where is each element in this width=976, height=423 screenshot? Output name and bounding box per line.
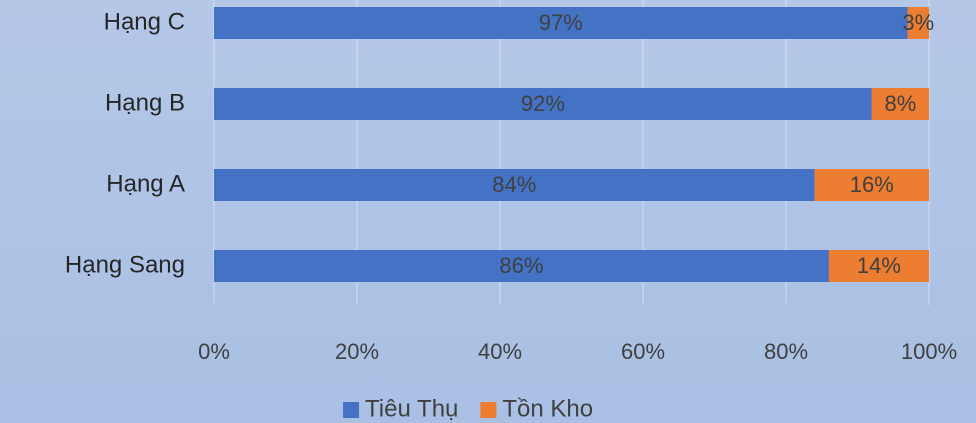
bar <box>907 7 929 39</box>
x-tick-label: 40% <box>478 339 522 364</box>
y-tick-label: Hạng C <box>104 8 185 35</box>
bar <box>871 88 929 120</box>
x-tick-label: 20% <box>335 339 379 364</box>
bar <box>214 250 829 282</box>
bar <box>214 169 815 201</box>
bar <box>814 169 929 201</box>
x-tick-label: 100% <box>901 339 957 364</box>
data-label: 97% <box>539 10 583 35</box>
x-tick-label: 60% <box>621 339 665 364</box>
x-tick-label: 80% <box>764 339 808 364</box>
data-label: 8% <box>885 91 917 116</box>
bar <box>214 7 908 39</box>
legend-swatch <box>343 402 359 418</box>
legend-swatch <box>480 402 497 418</box>
legend-label: Tồn Kho <box>502 395 593 422</box>
y-tick-label: Hạng A <box>106 170 185 197</box>
y-tick-label: Hạng Sang <box>65 251 185 278</box>
x-tick-label: 0% <box>198 339 230 364</box>
data-label: 86% <box>499 253 543 278</box>
legend-label: Tiêu Thụ <box>365 395 458 422</box>
data-label: 3% <box>902 10 934 35</box>
bar <box>214 88 872 120</box>
bar <box>828 250 929 282</box>
data-label: 14% <box>857 253 901 278</box>
data-label: 92% <box>521 91 565 116</box>
data-label: 16% <box>850 172 894 197</box>
data-label: 84% <box>492 172 536 197</box>
y-tick-label: Hạng B <box>105 89 185 116</box>
